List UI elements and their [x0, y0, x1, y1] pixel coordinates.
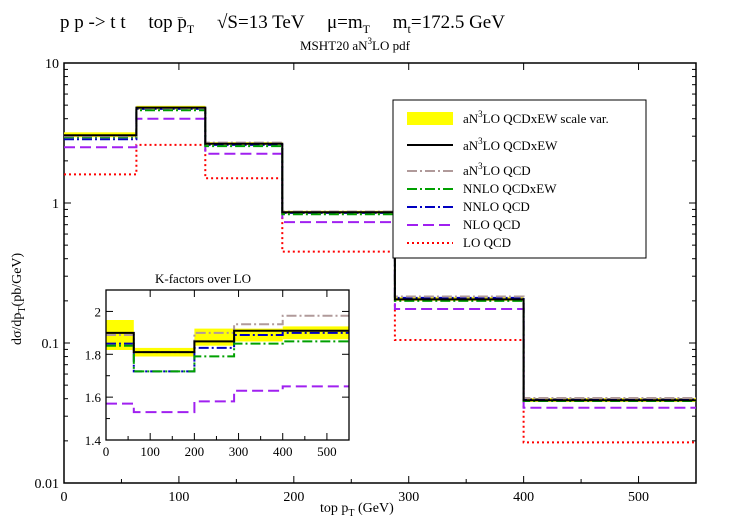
inset-x-tick-label: 200: [185, 444, 205, 459]
title-energy: √S=13 TeV: [217, 12, 305, 33]
tbar-overline: ‾: [177, 15, 183, 30]
main-y-tick-label: 1: [52, 197, 59, 212]
inset-y-tick-label: 1.8: [85, 347, 101, 362]
svg-text:p p -> t t top pT: p p -> t t top pT √S=13 TeV μ=mT mt=172.…: [60, 12, 505, 38]
legend-entry-band: aN3LO QCDxEW scale var.: [463, 109, 609, 126]
inset-y-tick-label: 1.6: [85, 390, 102, 405]
inset-band-bin-2: [194, 328, 235, 346]
title-tbar: t: [120, 12, 126, 33]
main-series-an3lo-qcdxew: [64, 106, 696, 402]
main-y-tick-label: 10: [45, 57, 59, 72]
inset-plot-frame: [105, 289, 350, 441]
main-series-group: [64, 105, 696, 444]
inset-axis-ticks: 0 100 200 300 400 500 1.4 1.6 1.8 2: [85, 290, 349, 459]
title-mass: m: [393, 12, 408, 33]
inset-series-group: [106, 314, 349, 414]
inset-chart: 0 100 200 300 400 500 1.4 1.6 1.8 2 K-factors ove…: [70, 270, 360, 464]
inset-x-tick-label: 500: [317, 444, 337, 459]
legend-entry-an3lo-qcdxew: aN3LO QCDxEW: [463, 136, 558, 153]
main-y-tick-label: 0.1: [42, 337, 60, 352]
title-process: p p -> t: [60, 12, 120, 33]
chart-title: p p -> t t top pT √S=13 TeV μ=mT mt=172.…: [60, 12, 505, 53]
inset-x-tick-label: 300: [229, 444, 249, 459]
legend-entry-lo-qcd: LO QCD: [463, 235, 511, 250]
legend: aN3LO QCDxEW scale var. aN3LO QCDxEW aN3…: [392, 99, 647, 259]
chart-subtitle: MSHT20 aN3LO pdf: [300, 36, 411, 53]
inset-series-an3lo-qcdxew: [106, 329, 349, 354]
legend-swatch-band: [407, 112, 453, 125]
inset-y-tick-label: 2: [95, 304, 102, 319]
main-x-tick-label: 500: [628, 490, 649, 505]
main-plot-frame: [63, 62, 697, 484]
main-y-tick-label: 0.01: [35, 477, 60, 492]
inset-title: K-factors over LO: [155, 271, 251, 286]
inset-x-tick-label: 400: [273, 444, 293, 459]
main-axis-ticks: 0 100 200 300 400 500 0.01 0.1 1 10: [35, 57, 696, 505]
legend-entry-nnlo-qcdxew: NNLO QCDxEW: [463, 181, 557, 196]
legend-entry-nlo-qcd: NLO QCD: [463, 217, 520, 232]
inset-series-nnlo-qcdxew: [106, 340, 349, 373]
main-x-tick-label: 0: [61, 490, 68, 505]
main-x-tick-label: 100: [168, 490, 189, 505]
inset-series-nlo-qcd: [106, 385, 349, 414]
main-x-tick-label: 400: [513, 490, 534, 505]
main-x-tick-label: 300: [398, 490, 419, 505]
x-axis-label: top pT (GeV): [320, 501, 394, 519]
title-scale: μ=m: [327, 12, 363, 33]
inset-y-tick-label: 1.4: [85, 433, 102, 448]
inset-x-tick-label: 100: [140, 444, 160, 459]
inset-x-tick-label: 0: [103, 444, 110, 459]
legend-entry-an3lo-qcd: aN3LO QCD: [463, 161, 531, 178]
main-x-tick-label: 200: [283, 490, 304, 505]
legend-entry-nnlo-qcd: NNLO QCD: [463, 199, 530, 214]
title-observable: top p: [148, 12, 187, 33]
y-axis-label: dσ/dpT(pb/GeV): [10, 252, 28, 345]
